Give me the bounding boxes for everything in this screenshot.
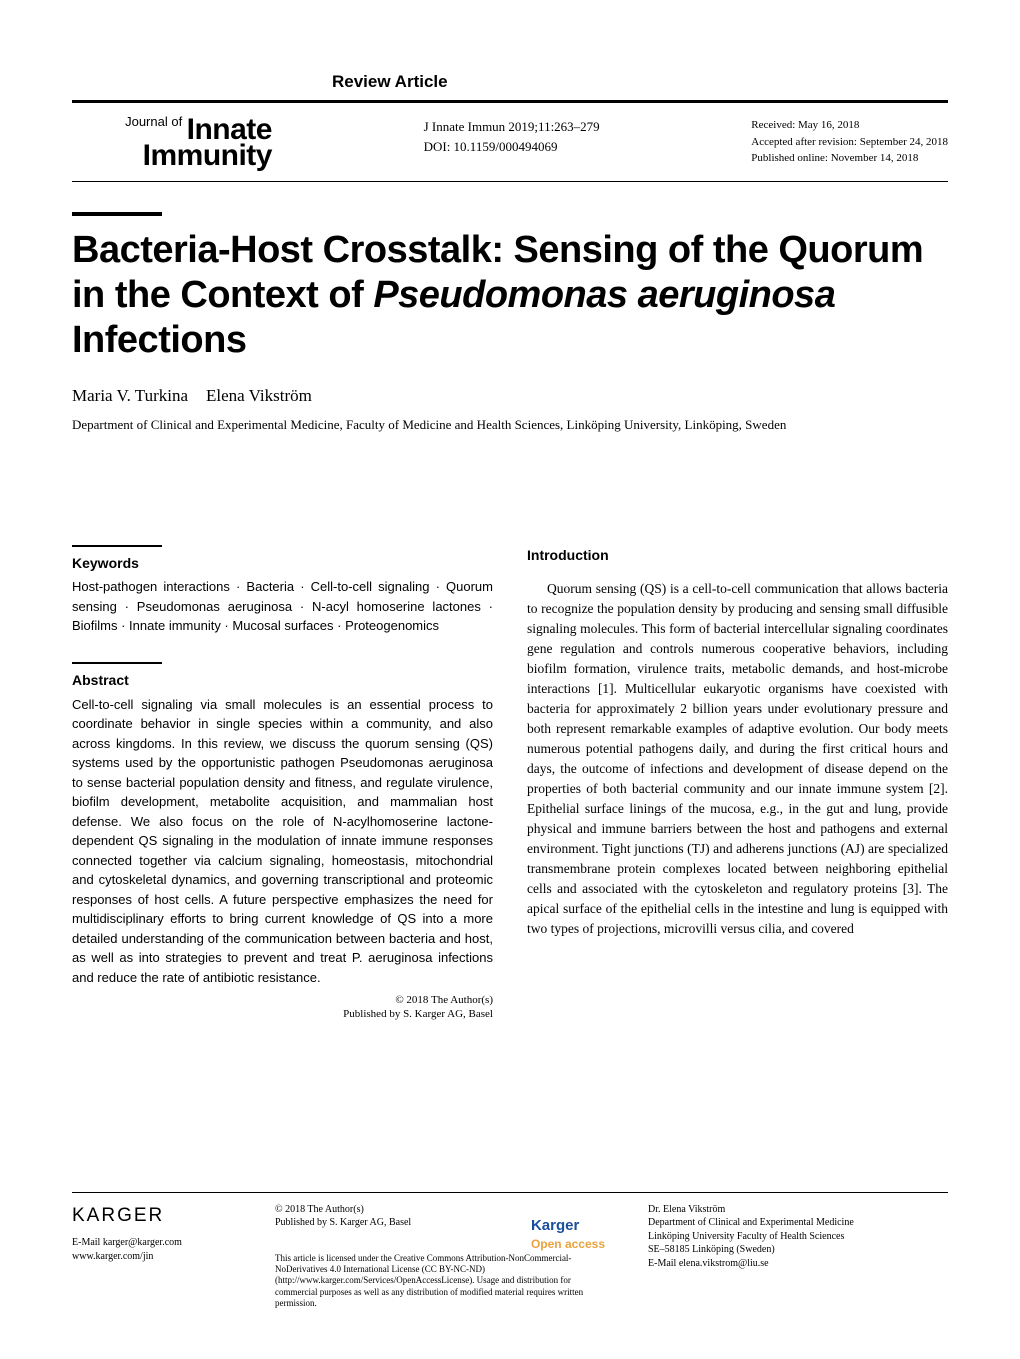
corr-dept: Department of Clinical and Experimental … — [648, 1216, 948, 1230]
karger-logo: KARGER — [72, 1203, 232, 1229]
date-published: Published online: November 14, 2018 — [751, 150, 948, 167]
oa-text: Open access — [531, 1237, 605, 1251]
journal-name-2: Immunity — [72, 141, 272, 171]
footer-web: www.karger.com/jin — [72, 1250, 232, 1264]
oa-badge-wrap: Karger Open access — [531, 1216, 605, 1253]
footer-email: E-Mail karger@karger.com — [72, 1236, 232, 1250]
footer-mid: © 2018 The Author(s) Published by S. Kar… — [275, 1203, 605, 1310]
author-1: Maria V. Turkina — [72, 386, 188, 405]
header-row: Review Article — [72, 72, 948, 92]
footer-right: Dr. Elena Vikström Department of Clinica… — [648, 1203, 948, 1310]
oa-brand: Karger — [531, 1217, 579, 1234]
intro-head: Introduction — [527, 545, 948, 566]
title-italic: Pseudomonas aeruginosa — [373, 274, 835, 316]
abstract-text: Cell-to-cell signaling via small molecul… — [72, 695, 493, 988]
footer-published-by: Published by S. Karger AG, Basel — [275, 1217, 411, 1228]
copyright-inline: © 2018 The Author(s) Published by S. Kar… — [72, 993, 493, 1022]
affiliation: Department of Clinical and Experimental … — [72, 416, 948, 434]
footer-copyright: © 2018 The Author(s) — [275, 1204, 364, 1215]
date-accepted: Accepted after revision: September 24, 2… — [751, 134, 948, 151]
journal-prefix: Journal of — [125, 114, 182, 129]
date-received: Received: May 16, 2018 — [751, 117, 948, 134]
doi-line: DOI: 10.1159/000494069 — [424, 137, 600, 157]
keywords-text: Host-pathogen interactions · Bacteria · … — [72, 577, 493, 636]
two-column-body: Keywords Host-pathogen interactions · Ba… — [72, 545, 948, 1022]
title-rule — [72, 212, 162, 216]
right-column: Introduction Quorum sensing (QS) is a ce… — [527, 545, 948, 1022]
keywords-head: Keywords — [72, 553, 493, 574]
footer: KARGER E-Mail karger@karger.com www.karg… — [72, 1192, 948, 1310]
abstract-rule — [72, 662, 162, 664]
meta-row: Journal of Innate Immunity J Innate Immu… — [72, 100, 948, 182]
copyright-line1: © 2018 The Author(s) — [72, 993, 493, 1007]
abstract-block: Abstract Cell-to-cell signaling via smal… — [72, 662, 493, 1022]
intro-text: Quorum sensing (QS) is a cell-to-cell co… — [527, 579, 948, 938]
journal-logo: Journal of Innate Immunity — [72, 113, 272, 171]
article-title: Bacteria-Host Crosstalk: Sensing of the … — [72, 228, 948, 362]
license-text: This article is licensed under the Creat… — [275, 1253, 605, 1309]
corr-name: Dr. Elena Vikström — [648, 1203, 948, 1217]
keywords-rule — [72, 545, 162, 547]
copyright-line2: Published by S. Karger AG, Basel — [72, 1007, 493, 1021]
corr-addr: SE–58185 Linköping (Sweden) — [648, 1243, 948, 1257]
author-2: Elena Vikström — [206, 386, 312, 405]
footer-left: KARGER E-Mail karger@karger.com www.karg… — [72, 1203, 232, 1310]
corr-uni: Linköping University Faculty of Health S… — [648, 1230, 948, 1244]
article-type: Review Article — [332, 72, 448, 92]
corr-mail: E-Mail elena.vikstrom@liu.se — [648, 1257, 948, 1271]
citation-line: J Innate Immun 2019;11:263–279 — [424, 117, 600, 137]
authors: Maria V. Turkina Elena Vikström — [72, 386, 948, 406]
keywords-block: Keywords Host-pathogen interactions · Ba… — [72, 545, 493, 636]
abstract-head: Abstract — [72, 670, 493, 691]
dates-block: Received: May 16, 2018 Accepted after re… — [751, 113, 948, 167]
left-column: Keywords Host-pathogen interactions · Ba… — [72, 545, 493, 1022]
citation-block: J Innate Immun 2019;11:263–279 DOI: 10.1… — [424, 113, 600, 156]
title-part2: Infections — [72, 319, 246, 361]
